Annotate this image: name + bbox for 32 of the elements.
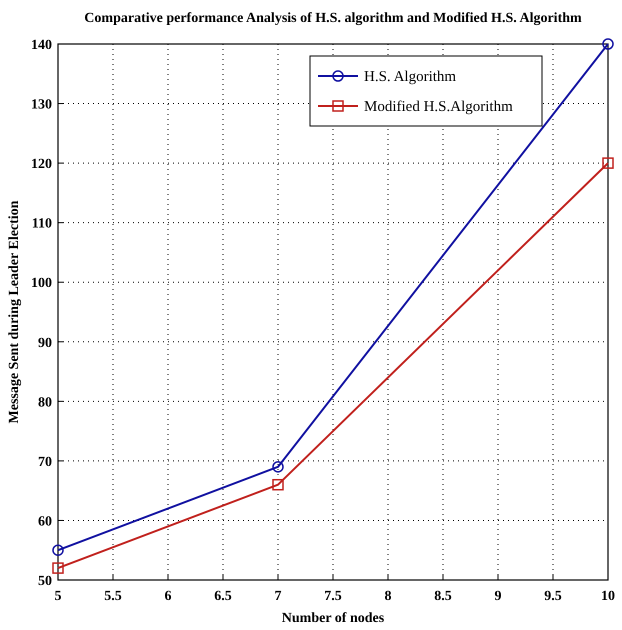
x-tick-label: 7.5 xyxy=(324,589,342,604)
y-axis-title: Message Sent during Leader Election xyxy=(7,200,22,424)
y-tick-label: 80 xyxy=(38,395,52,410)
point xyxy=(602,157,614,169)
point xyxy=(272,461,284,473)
x-tick-label: 5.5 xyxy=(104,589,122,604)
x-tick-label: 10 xyxy=(601,589,615,604)
x-tick-label: 5 xyxy=(54,589,62,604)
y-tick-label: 130 xyxy=(31,98,52,113)
x-tick-label: 9 xyxy=(494,589,502,604)
y-tick-label: 110 xyxy=(32,216,52,232)
y-tick-label: 70 xyxy=(38,454,52,470)
legend-label: Modified H.S.Algorithm xyxy=(364,99,514,115)
y-tick-label: 60 xyxy=(38,514,52,530)
x-tick-label: 6 xyxy=(164,589,172,604)
y-tick-label: 140 xyxy=(31,38,52,53)
x-tick-label: 9.5 xyxy=(544,589,562,604)
y-tick-label: 100 xyxy=(31,276,52,292)
x-tick-label: 8.5 xyxy=(434,589,452,604)
point xyxy=(602,38,614,50)
point xyxy=(52,544,64,556)
x-axis-title: Number of nodes xyxy=(282,611,385,626)
y-tick-label: 50 xyxy=(38,574,52,589)
y-tick-label: 120 xyxy=(31,157,52,172)
x-tick-label: 6.5 xyxy=(214,589,232,604)
x-tick-label: 8 xyxy=(384,589,392,604)
point xyxy=(52,562,64,574)
chart-title: Comparative performance Analysis of H.S. algorithm and Modified H.S. Algorithm xyxy=(84,11,582,26)
point xyxy=(272,478,284,490)
x-tick-label: 7 xyxy=(274,589,282,604)
y-tick-label: 90 xyxy=(38,336,52,351)
legend-label: H.S. Algorithm xyxy=(364,69,456,85)
